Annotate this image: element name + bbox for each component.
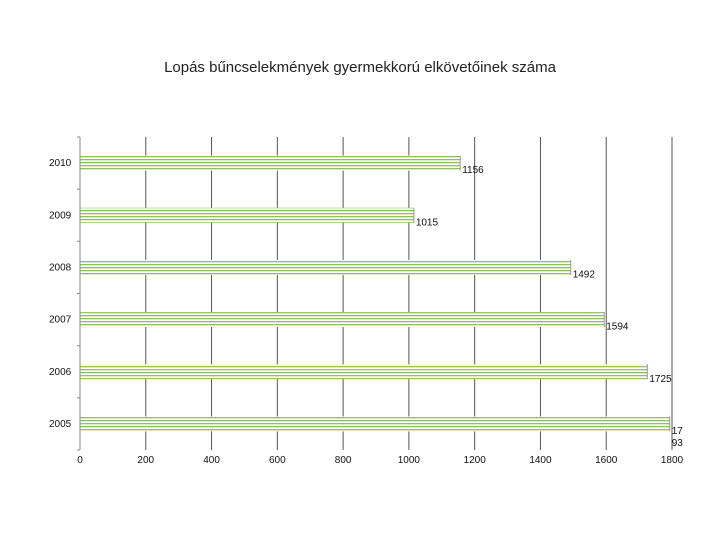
- x-tick-label: 200: [137, 455, 154, 466]
- bar: [80, 155, 461, 171]
- y-category-label: 2007: [49, 315, 72, 326]
- data-label: 1015: [416, 217, 439, 228]
- data-label: 1156: [462, 165, 484, 176]
- bar: [80, 207, 414, 223]
- x-tick-label: 1000: [398, 455, 421, 466]
- x-tick-label: 1800: [661, 455, 684, 466]
- bar: [80, 416, 670, 432]
- data-label: 1725: [649, 374, 672, 385]
- x-tick-label: 1400: [529, 455, 552, 466]
- y-category-label: 2005: [49, 419, 72, 430]
- chart-title: Lopás bűncselekmények gyermekkorú elköve…: [164, 59, 556, 76]
- data-label: 17 93: [672, 426, 684, 449]
- bar: [80, 259, 571, 275]
- x-tick-label: 800: [335, 455, 352, 466]
- bar: [80, 312, 605, 328]
- x-tick-label: 400: [203, 455, 220, 466]
- data-label: 1594: [606, 322, 629, 333]
- bars: [80, 155, 671, 432]
- x-tick-label: 1200: [464, 455, 487, 466]
- x-tick-label: 0: [77, 455, 83, 466]
- x-tick-label: 600: [269, 455, 286, 466]
- y-category-label: 2008: [49, 262, 72, 273]
- y-category-label: 2010: [49, 158, 72, 169]
- gridlines: [145, 137, 673, 450]
- data-labels: 1156 1015 1492 1594 1725 17 93: [416, 165, 683, 449]
- axes: 0 200 400 600 800 1000 1200 1400 1600 1800 2010 200…: [49, 136, 684, 466]
- y-category-label: 2009: [49, 210, 72, 221]
- bar: [80, 364, 648, 380]
- x-tick-label: 1600: [595, 455, 618, 466]
- y-category-label: 2006: [49, 367, 72, 378]
- data-label: 1492: [573, 269, 596, 280]
